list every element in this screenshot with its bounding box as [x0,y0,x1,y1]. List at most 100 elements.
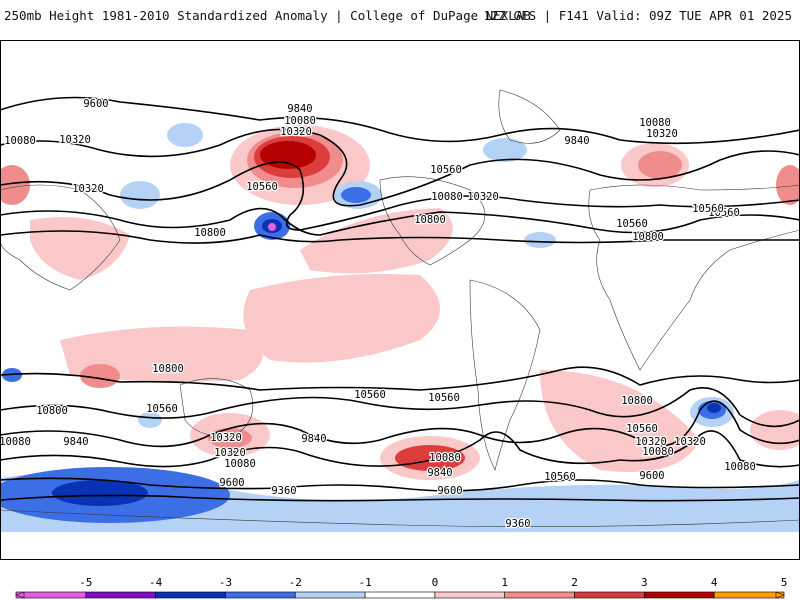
contour-label: 10320 [72,183,104,195]
contour-label: 10080 [284,115,316,127]
contour-label: 10080 [0,436,31,448]
contour-label: 10560 [708,207,740,219]
colorbar-min-tip [15,591,25,599]
colorbar-swatch [225,591,296,599]
contour-label: 10080 [431,191,463,203]
contour-label: 10560 [626,423,658,435]
anomaly-colorbar: -5 -4 -3 -2 -1 0 1 2 3 4 5 [15,576,787,599]
coastline [0,509,800,527]
contour-label: 9840 [301,433,326,445]
anomaly-shading [0,123,800,532]
contour-label: 10320 [646,128,678,140]
contour-label: 10080 [639,117,671,129]
colorbar-max-tip [775,591,785,599]
contour-label: 10320 [280,126,312,138]
contour-label: 10800 [414,214,446,226]
anomaly-region [138,412,162,428]
height-contour [0,494,800,502]
contour-label: 9600 [83,98,108,110]
contour-label: 9600 [219,477,244,489]
contour-label: 10080 [724,461,756,473]
colorbar-swatch [15,591,87,599]
contour-label: 10320 [214,447,246,459]
map-title: 250mb Height 1981-2010 Standardized Anom… [4,8,531,23]
colorbar-swatch [713,591,785,599]
anomaly-region [120,181,160,209]
contour-label: 10080 [224,458,256,470]
colorbar-swatch [294,591,366,599]
contour-labels: 9600 984010080103201008010560103201080098… [0,97,757,532]
anomaly-region [483,138,527,162]
height-contour [0,386,800,428]
contour-label: 10800 [632,231,664,243]
height-contour [0,96,800,145]
contour-label: 10560 [146,403,178,415]
contour-label: 10320 [210,432,242,444]
coastline [379,176,486,266]
contour-label: 10800 [152,363,184,375]
contour-label: 10800 [194,227,226,239]
anomaly-region [0,165,30,205]
contour-label: 10560 [616,218,648,230]
height-contour [0,366,800,391]
contour-label: 10560 [428,392,460,404]
anomaly-region [638,151,682,179]
contour-label: 10080 [429,452,461,464]
anomaly-region [707,403,721,413]
anomaly-region [540,370,700,472]
map-header: 250mb Height 1981-2010 Standardized Anom… [0,0,800,36]
anomaly-region [243,274,440,363]
anomaly-region [260,141,316,169]
contour-label: 10320 [467,191,499,203]
model-run-info: 12Z GFS | F141 Valid: 09Z TUE APR 01 202… [483,8,792,23]
contour-label: 10560 [430,164,462,176]
anomaly-region [2,368,22,382]
anomaly-region [268,223,276,231]
colorbar-tick-label: -5 [79,576,92,589]
contour-label: 10080 [642,446,674,458]
contour-label: 9840 [427,467,452,479]
colorbar-swatch [504,591,575,599]
coastline [0,184,121,291]
contour-label: 9840 [564,135,589,147]
colorbar-swatch [434,591,506,599]
height-contours [0,96,800,502]
colorbar-swatch [644,591,715,599]
coastlines [0,89,800,527]
height-contour [0,207,800,236]
contour-label: 10560 [692,203,724,215]
anomaly-region [300,208,453,274]
height-contour [0,161,800,231]
height-contour [0,230,800,244]
anomaly-region [52,480,148,506]
contour-label: 10320 [674,436,706,448]
contour-label: 10800 [621,395,653,407]
anomaly-region [80,364,120,388]
contour-label: 10560 [246,181,278,193]
colorbar-swatch [574,591,645,599]
colorbar-tick-label: 1 [501,576,508,589]
anomaly-region [208,428,252,448]
height-contour [0,400,800,448]
contour-label: 9840 [287,103,312,115]
world-anomaly-map: 9600 984010080103201008010560103201080098… [0,40,800,560]
colorbar-tick-label: -4 [149,576,163,589]
contour-label: 10560 [544,471,576,483]
anomaly-region [395,445,465,471]
anomaly-region [776,165,800,205]
contour-label: 9600 [639,470,664,482]
colorbar-swatch [85,591,156,599]
anomaly-region [167,123,203,147]
coastline [498,89,561,144]
contour-label: 10320 [635,436,667,448]
colorbar-tick-label: 4 [711,576,718,589]
height-contour [0,477,800,492]
contour-label: 10800 [36,405,68,417]
coastline [179,378,254,437]
contour-label: 9360 [271,485,296,497]
colorbar-tick-label: -2 [289,576,302,589]
contour-label: 10080 [4,135,36,147]
contour-label: 10560 [354,389,386,401]
anomaly-region [341,187,371,203]
colorbar-swatch [155,591,226,599]
